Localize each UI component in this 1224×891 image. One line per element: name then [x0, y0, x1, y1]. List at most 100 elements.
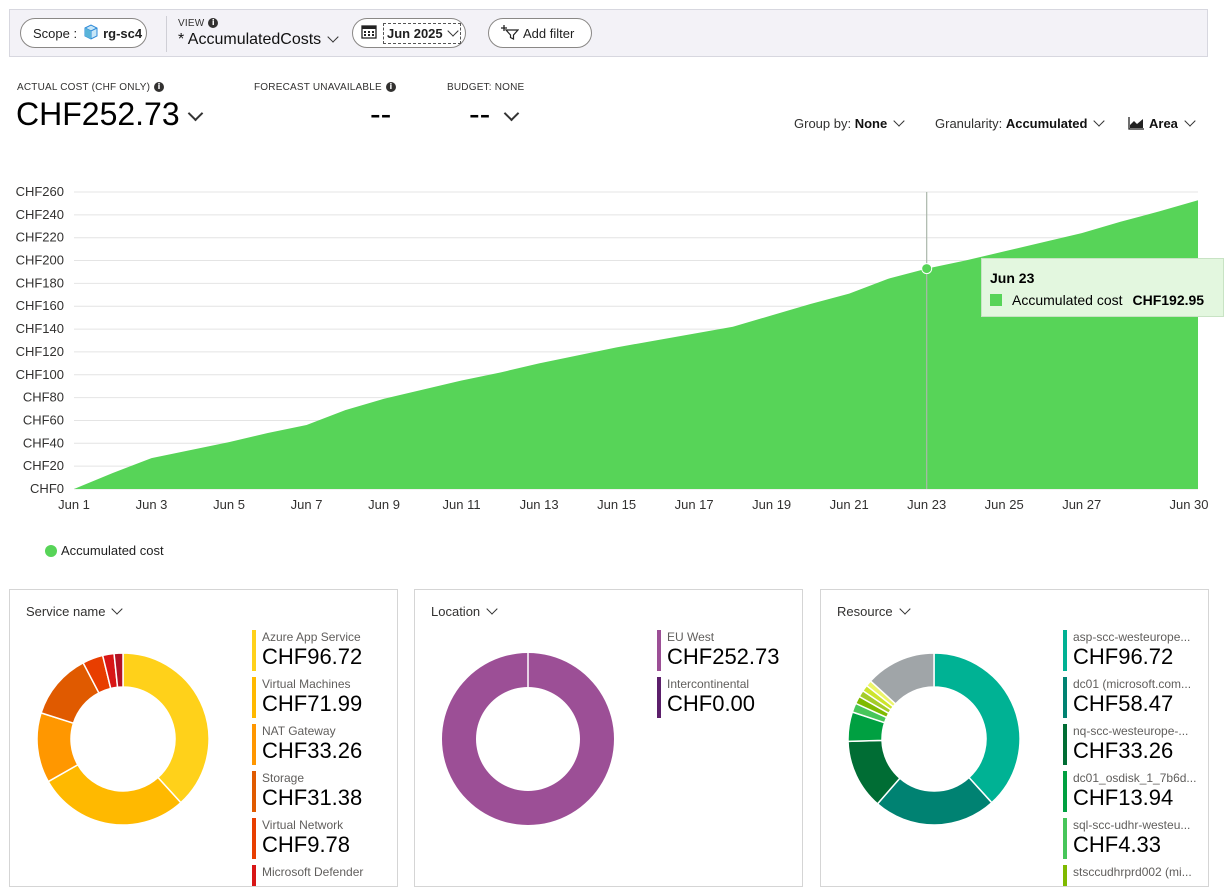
x-tick-label: Jun 19	[752, 497, 791, 512]
date-picker-button[interactable]: Jun 2025	[352, 18, 466, 48]
y-tick-label: CHF100	[16, 367, 64, 382]
legend-item[interactable]: Microsoft Defender	[252, 865, 392, 886]
donut-segment[interactable]	[441, 653, 614, 825]
legend-item[interactable]: dc01 (microsoft.com... CHF58.47	[1063, 677, 1203, 724]
budget-value: --	[469, 96, 491, 132]
legend-item-value: CHF71.99	[262, 691, 363, 716]
x-tick-label: Jun 3	[136, 497, 168, 512]
legend-color-bar	[657, 630, 661, 671]
x-tick-label: Jun 25	[985, 497, 1024, 512]
card-title: Resource	[837, 604, 893, 619]
legend-item-name: Virtual Network	[262, 818, 344, 832]
x-tick-label: Jun 13	[520, 497, 559, 512]
chevron-down-icon	[898, 603, 911, 615]
legend-item-value: CHF33.26	[1073, 738, 1174, 763]
location-dropdown[interactable]: Location	[431, 603, 498, 619]
date-range-value: Jun 2025	[383, 22, 461, 44]
legend-item[interactable]: asp-scc-westeurope... CHF96.72	[1063, 630, 1203, 677]
legend-item-value: CHF33.26	[262, 738, 363, 763]
service-name-dropdown[interactable]: Service name	[26, 603, 124, 619]
y-tick-label: CHF40	[23, 435, 64, 450]
legend-item-value: CHF9.78	[262, 832, 351, 857]
x-tick-label: Jun 5	[213, 497, 245, 512]
granularity-dropdown[interactable]: Granularity: Accumulated	[935, 115, 1106, 131]
legend-item-name: stsccudhrprd002 (mi...	[1073, 865, 1192, 879]
x-tick-label: Jun 15	[597, 497, 636, 512]
service-name-donut[interactable]	[36, 652, 210, 826]
location-card: Location EU West CHF252.73 Intercontinenta…	[414, 589, 803, 887]
legend-label: Accumulated cost	[61, 543, 164, 558]
y-tick-label: CHF260	[16, 184, 64, 199]
legend-item[interactable]: nq-scc-westeurope-... CHF33.26	[1063, 724, 1203, 771]
granularity-label: Granularity:	[935, 116, 1003, 131]
legend-item[interactable]: Storage CHF31.38	[252, 771, 392, 818]
legend-item-name: NAT Gateway	[262, 724, 336, 738]
legend-color-bar	[252, 677, 256, 718]
y-tick-label: CHF140	[16, 321, 64, 336]
legend-item-value: CHF13.94	[1073, 785, 1174, 810]
group-by-value: None	[854, 116, 888, 131]
tooltip-swatch	[990, 294, 1002, 306]
view-selector[interactable]: * AccumulatedCosts	[178, 31, 339, 49]
legend-item[interactable]: Intercontinental CHF0.00	[657, 677, 797, 724]
x-tick-label: Jun 21	[830, 497, 869, 512]
resource-group-icon	[83, 23, 99, 43]
donut-segment[interactable]	[933, 652, 1021, 804]
info-icon: i	[208, 18, 219, 28]
tooltip-value: CHF192.95	[1132, 292, 1205, 308]
card-title: Location	[431, 604, 481, 619]
budget-selector[interactable]: --	[469, 96, 520, 133]
legend-item[interactable]: EU West CHF252.73	[657, 630, 797, 677]
resource-legend: asp-scc-westeurope... CHF96.72 dc01 (micro…	[1063, 630, 1203, 886]
view-value: * AccumulatedCosts	[178, 31, 322, 48]
chevron-down-icon	[1184, 115, 1196, 127]
y-tick-label: CHF0	[30, 481, 64, 496]
resource-donut[interactable]	[847, 652, 1021, 826]
legend-color-bar	[252, 865, 256, 886]
legend-color-bar	[1063, 865, 1067, 886]
hover-point[interactable]	[921, 263, 933, 275]
legend-item-name: EU West	[667, 630, 715, 644]
legend-item[interactable]: sql-scc-udhr-westeu... CHF4.33	[1063, 818, 1203, 865]
legend-item[interactable]: stsccudhrprd002 (mi...	[1063, 865, 1203, 886]
legend-item[interactable]: NAT Gateway CHF33.26	[252, 724, 392, 771]
budget-label: BUDGET: NONE	[447, 82, 525, 93]
add-filter-button[interactable]: Add filter	[488, 18, 592, 48]
x-tick-label: Jun 23	[907, 497, 946, 512]
area-chart-icon	[1128, 116, 1145, 133]
legend-item[interactable]: Azure App Service CHF96.72	[252, 630, 392, 677]
chevron-down-icon	[504, 105, 520, 122]
x-tick-label: Jun 7	[291, 497, 323, 512]
accumulated-cost-chart[interactable]: CHF0 CHF20 CHF40 CHF60 CHF80 CHF100 CHF120 CHF1…	[0, 180, 1224, 530]
legend-item[interactable]: dc01_osdisk_1_7b6d... CHF13.94	[1063, 771, 1203, 818]
toolbar: Scope : rg-sc4 VIEW i * AccumulatedCosts …	[9, 9, 1208, 57]
scope-button[interactable]: Scope : rg-sc4	[20, 18, 147, 48]
y-tick-label: CHF200	[16, 253, 64, 268]
tooltip-date: Jun 23	[990, 270, 1035, 286]
chevron-down-icon	[893, 115, 905, 127]
legend-item-name: Virtual Machines	[262, 677, 351, 691]
location-donut[interactable]	[441, 652, 615, 826]
donut-segment[interactable]	[122, 652, 210, 804]
chart-type-dropdown[interactable]: Area	[1128, 115, 1196, 133]
forecast-label: FORECAST UNAVAILABLE i	[254, 82, 396, 93]
group-by-dropdown[interactable]: Group by: None	[794, 115, 905, 131]
legend-item-name: Azure App Service	[262, 630, 361, 644]
legend-item[interactable]: Virtual Machines CHF71.99	[252, 677, 392, 724]
legend-item[interactable]: Virtual Network CHF9.78	[252, 818, 392, 865]
legend-item-name: dc01_osdisk_1_7b6d...	[1073, 771, 1197, 785]
legend-color-bar	[252, 771, 256, 812]
chart-legend[interactable]: Accumulated cost	[45, 543, 164, 558]
donut-segment[interactable]	[869, 652, 935, 705]
chart-type-value: Area	[1149, 116, 1178, 131]
actual-cost-selector[interactable]: CHF252.73	[16, 96, 203, 133]
view-label: VIEW i	[178, 18, 219, 29]
legend-color-bar	[1063, 818, 1067, 859]
donut-segment[interactable]	[113, 652, 124, 689]
resource-dropdown[interactable]: Resource	[837, 603, 911, 619]
series-area[interactable]	[74, 200, 1198, 490]
toolbar-divider	[166, 16, 167, 52]
info-icon: i	[385, 82, 396, 92]
y-tick-label: CHF240	[16, 207, 64, 222]
y-tick-label: CHF180	[16, 275, 64, 290]
